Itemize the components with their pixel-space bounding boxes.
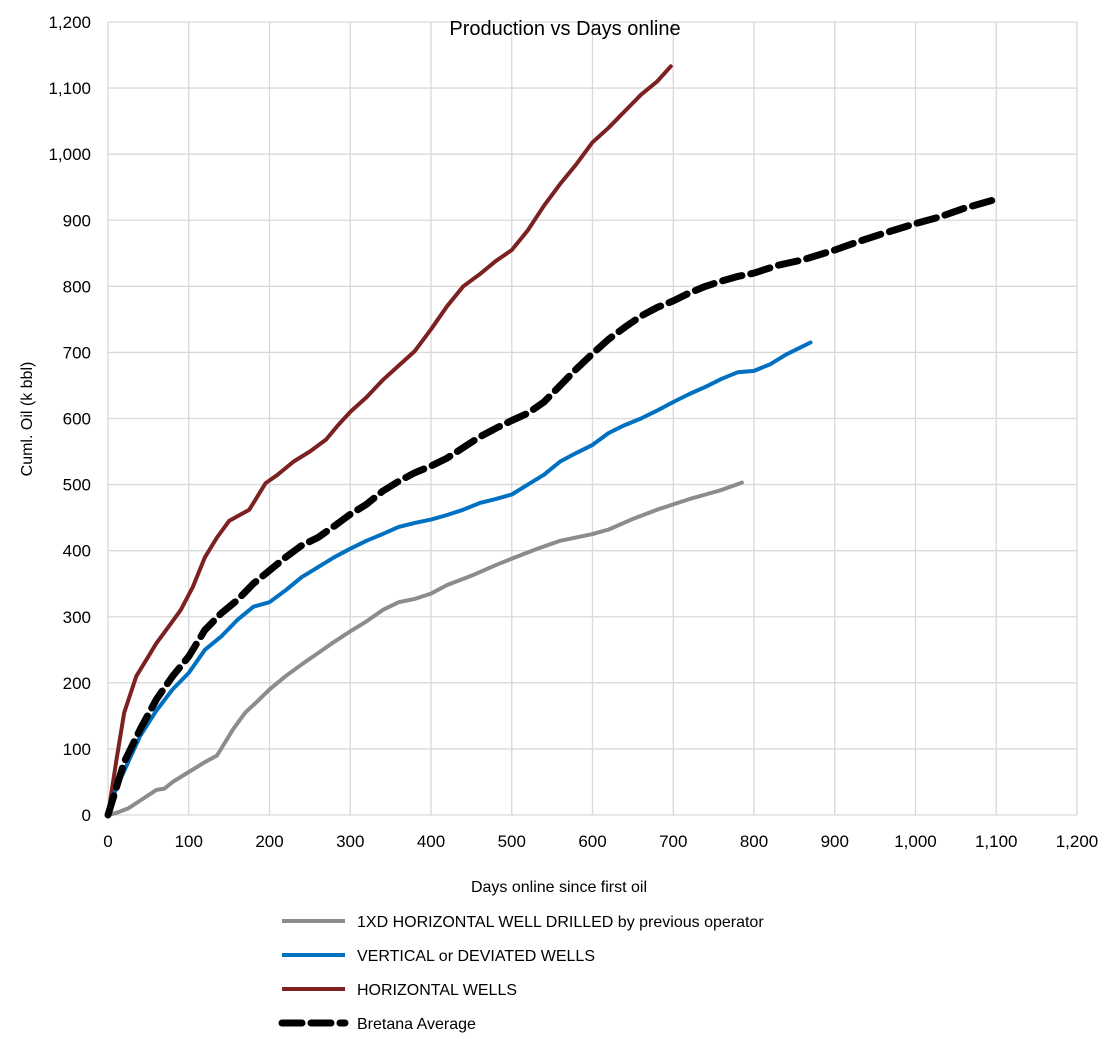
series-group [104, 64, 996, 819]
x-tick-label: 300 [336, 832, 364, 851]
y-tick-label: 500 [63, 476, 91, 495]
y-tick-label: 100 [63, 740, 91, 759]
x-tick-labels: 0 100 200 300 400 500 600 700 800 900 1,000 1,100 1,… [103, 832, 1098, 851]
x-tick-label: 100 [175, 832, 203, 851]
x-tick-label: 600 [578, 832, 606, 851]
y-tick-label: 900 [63, 211, 91, 230]
legend-label: VERTICAL or DEVIATED WELLS [357, 948, 595, 965]
series-line-vertical-or-deviated-wells [106, 340, 813, 817]
y-tick-label: 600 [63, 410, 91, 429]
x-axis-label: Days online since first oil [471, 879, 647, 896]
y-axis-label: Cuml. Oil (k bbl) [19, 362, 36, 477]
series-line-horizontal-wells [106, 64, 673, 817]
legend-label: Bretana Average [357, 1016, 476, 1033]
y-tick-label: 700 [63, 343, 91, 362]
series-line-bretana-average [104, 196, 996, 819]
y-tick-label: 0 [82, 806, 91, 825]
x-tick-label: 1,000 [894, 832, 937, 851]
chart-title: Production vs Days online [449, 18, 680, 40]
series-line-1xd-horizontal-well-drilled-by-previous-operator [106, 480, 744, 817]
x-tick-label: 1,200 [1056, 832, 1099, 851]
legend-label: HORIZONTAL WELLS [357, 982, 517, 999]
y-tick-labels: 0 100 200 300 400 500 600 700 800 900 1,000 1,100 1,… [48, 13, 91, 825]
y-tick-label: 300 [63, 608, 91, 627]
y-tick-label: 400 [63, 542, 91, 561]
x-tick-label: 800 [740, 832, 768, 851]
x-tick-label: 400 [417, 832, 445, 851]
y-tick-label: 1,000 [48, 145, 91, 164]
x-tick-label: 1,100 [975, 832, 1018, 851]
legend-label: 1XD HORIZONTAL WELL DRILLED by previous … [357, 914, 764, 931]
y-tick-label: 200 [63, 674, 91, 693]
y-tick-label: 800 [63, 277, 91, 296]
x-tick-label: 200 [255, 832, 283, 851]
x-tick-label: 0 [103, 832, 112, 851]
x-tick-label: 700 [659, 832, 687, 851]
x-tick-label: 500 [498, 832, 526, 851]
y-tick-label: 1,100 [48, 79, 91, 98]
x-tick-label: 900 [821, 832, 849, 851]
y-tick-label: 1,200 [48, 13, 91, 32]
legend: 1XD HORIZONTAL WELL DRILLED by previous … [278, 914, 764, 1033]
